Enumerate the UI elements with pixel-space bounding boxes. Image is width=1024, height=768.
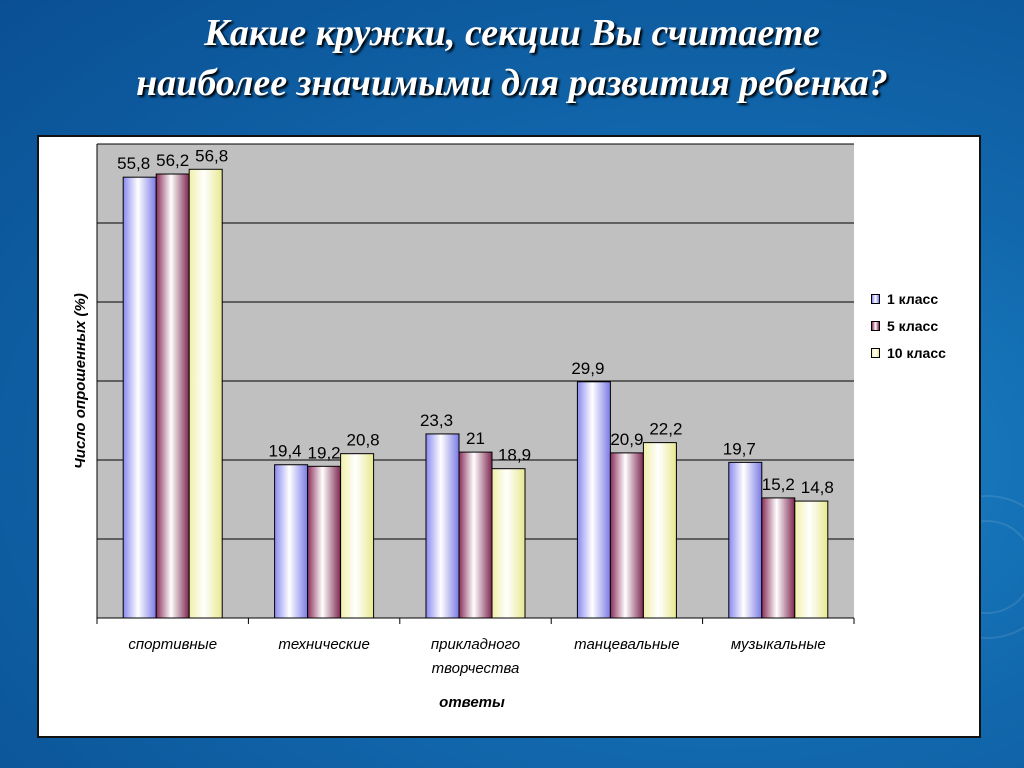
data-label: 15,2 — [762, 475, 795, 494]
slide-title: Какие кружки, секции Вы считаете наиболе… — [0, 8, 1024, 108]
legend-swatch-series-3 — [871, 347, 880, 358]
legend-swatch-series-1 — [871, 293, 880, 304]
data-label: 56,8 — [195, 146, 228, 165]
x-tick-label: творчества — [432, 660, 520, 677]
bar-chart: 55,8 56,2 56,8 спортивные 19,4 19,2 20,8 технич… — [72, 143, 855, 711]
bar-series-2-category-3 — [458, 451, 493, 619]
bar-series-1-category-3 — [425, 433, 460, 619]
x-tick-label: прикладного — [431, 636, 520, 653]
bar-series-1-category-5 — [728, 461, 763, 619]
data-label: 23,3 — [420, 411, 453, 430]
data-label: 18,9 — [498, 446, 531, 465]
data-label: 14,8 — [801, 478, 834, 497]
bar-series-3-category-4 — [642, 442, 677, 619]
bar-series-2-category-1 — [155, 173, 190, 619]
legend-swatch-series-2 — [871, 320, 880, 331]
data-label: 19,7 — [723, 439, 756, 458]
legend-label-series-2: 5 класс — [887, 317, 939, 334]
bar-series-3-category-3 — [491, 468, 526, 619]
bar-series-3-category-5 — [794, 500, 829, 619]
x-tick-label: технические — [278, 636, 369, 653]
y-axis-title: Число опрошенных (%) — [72, 293, 89, 469]
bar-series-3-category-2 — [340, 453, 375, 619]
data-label: 21 — [466, 429, 485, 448]
data-label: 22,2 — [649, 420, 682, 439]
x-tick-label: танцевальные — [574, 636, 680, 653]
legend-item-series-3: 10 класс — [871, 339, 946, 366]
slide-title-line-1: Какие кружки, секции Вы считаете — [204, 12, 820, 54]
data-label: 20,9 — [610, 430, 643, 449]
bar-series-2-category-5 — [761, 497, 796, 619]
bar-series-1-category-4 — [576, 381, 611, 619]
legend-item-series-2: 5 класс — [871, 312, 946, 339]
slide-title-line-2: наиболее значимыми для развития ребенка? — [136, 62, 888, 104]
x-tick-label: музыкальные — [731, 636, 826, 653]
data-label: 55,8 — [117, 154, 150, 173]
data-label: 29,9 — [571, 359, 604, 378]
chart-frame: 55,8 56,2 56,8 спортивные 19,4 19,2 20,8 технич… — [37, 135, 981, 738]
bar-series-1-category-2 — [274, 464, 309, 619]
legend-label-series-1: 1 класс — [887, 290, 939, 307]
data-label: 20,8 — [347, 431, 380, 450]
legend: 1 класс 5 класс 10 класс — [871, 285, 946, 366]
bar-series-2-category-4 — [609, 452, 644, 619]
x-axis-title: ответы — [439, 694, 505, 711]
legend-item-series-1: 1 класс — [871, 285, 946, 312]
bar-series-1-category-1 — [122, 176, 157, 619]
x-tick-label: спортивные — [128, 636, 217, 653]
data-label: 19,2 — [308, 443, 341, 462]
legend-label-series-3: 10 класс — [887, 344, 946, 361]
data-label: 19,4 — [269, 442, 302, 461]
bar-series-3-category-1 — [188, 168, 223, 619]
bar-series-2-category-2 — [307, 465, 342, 619]
data-label: 56,2 — [156, 151, 189, 170]
